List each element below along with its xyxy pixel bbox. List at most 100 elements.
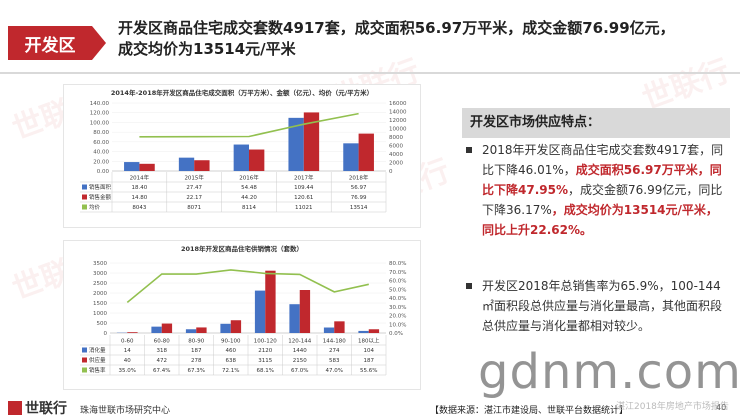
- data-label: 54.48: [241, 185, 257, 191]
- y-tick-label: 140.00: [90, 101, 110, 107]
- legend-swatch: [82, 205, 87, 210]
- data-label: 8114: [242, 205, 256, 211]
- y-tick-label: 80.00: [93, 130, 109, 136]
- y2-tick-label: 16000: [389, 101, 407, 107]
- site-watermark: gdnm.com: [478, 344, 740, 400]
- data-label: 76.99: [351, 195, 367, 201]
- chart-supply-svg: 2018年开发区商品住宅供销情况（套数）05001000150020002500…: [64, 241, 420, 389]
- y-tick-label: 40.00: [93, 150, 109, 156]
- bullet-square-icon: [466, 147, 472, 153]
- bar-消化量: [151, 327, 161, 333]
- data-label: 278: [191, 358, 202, 364]
- y2-tick-label: 2000: [389, 161, 403, 167]
- data-label: 56.97: [351, 185, 367, 191]
- bar-供应量: [300, 290, 310, 333]
- data-label: 2150: [293, 358, 307, 364]
- y-tick-label: 0.00: [97, 169, 110, 175]
- y-tick-label: 2500: [93, 281, 107, 287]
- y-tick-label: 1000: [93, 311, 107, 317]
- data-source: 【数据来源：湛江市建设局、世联平台数据统计】: [430, 403, 628, 416]
- x-tick-label: 100-120: [254, 339, 277, 345]
- data-label: 2120: [258, 348, 272, 354]
- x-tick-label: 2015年: [184, 174, 204, 182]
- bar-销售面积: [234, 145, 249, 171]
- data-label: 187: [191, 348, 202, 354]
- data-label: 472: [157, 358, 168, 364]
- brand-logo: 世联行: [8, 398, 67, 418]
- logo-mark-icon: [8, 401, 22, 415]
- page-title: 开发区商品住宅成交套数4917套，成交面积56.97万平米，成交金额76.99亿…: [118, 18, 718, 60]
- legend-label: 销售率: [89, 366, 106, 374]
- y2-tick-label: 10.0%: [389, 322, 406, 328]
- bar-供应量: [196, 327, 206, 333]
- data-label: 22.17: [186, 195, 202, 201]
- x-tick-label: 2017年: [294, 174, 314, 182]
- bar-销售面积: [124, 162, 139, 171]
- x-tick-label: 2014年: [130, 174, 150, 182]
- y-tick-label: 100.00: [90, 120, 110, 126]
- data-label: 55.6%: [360, 368, 377, 374]
- data-label: 120.61: [294, 195, 313, 201]
- y2-tick-label: 14000: [389, 110, 407, 116]
- legend-label: 均价: [89, 203, 101, 211]
- x-tick-label: 144-180: [323, 339, 346, 345]
- bar-供应量: [334, 321, 344, 333]
- x-tick-label: 90-100: [221, 339, 241, 345]
- bar-销售金额: [249, 150, 264, 171]
- bullet-2-text: 开发区2018年总销售率为65.9%，100-144㎡面积段总供应量与消化量最高…: [482, 276, 724, 336]
- bullet-2: 开发区2018年总销售率为65.9%，100-144㎡面积段总供应量与消化量最高…: [462, 276, 724, 336]
- data-label: 460: [226, 348, 237, 354]
- line-销售率: [127, 270, 368, 303]
- divider: [0, 72, 740, 74]
- data-label: 638: [226, 358, 237, 364]
- legend-swatch: [82, 368, 87, 373]
- legend-swatch: [82, 358, 87, 363]
- data-label: 583: [329, 358, 340, 364]
- y2-tick-label: 10000: [389, 127, 407, 133]
- chart-title: 2018年开发区商品住宅供销情况（套数）: [181, 244, 303, 253]
- title-line-2: 成交均价为13514元/平米: [118, 39, 718, 60]
- data-label: 67.3%: [188, 368, 205, 374]
- y2-tick-label: 50.0%: [389, 287, 406, 293]
- bullet-square-icon: [466, 283, 472, 289]
- y-tick-label: 500: [97, 321, 108, 327]
- bar-供应量: [231, 320, 241, 333]
- line-均价: [139, 114, 358, 137]
- data-label: 72.1%: [222, 368, 239, 374]
- x-tick-label: 0-60: [121, 339, 134, 345]
- y-tick-label: 1500: [93, 301, 107, 307]
- y2-tick-label: 0: [389, 169, 393, 175]
- data-label: 40: [124, 358, 131, 364]
- legend-swatch: [82, 185, 87, 190]
- legend-label: 消化量: [89, 346, 106, 354]
- page-number: 40: [716, 403, 726, 412]
- data-label: 27.47: [186, 185, 202, 191]
- data-label: 14: [124, 348, 131, 354]
- chart-annual-svg: 2014年-2018年开发区商品住宅成交面积（万平方米）、金额（亿元）、均价（元…: [64, 85, 420, 227]
- panel-title: 开发区市场供应特点：: [462, 108, 730, 138]
- legend-label: 销售金额: [89, 193, 112, 201]
- bar-消化量: [220, 324, 230, 333]
- data-label: 3115: [258, 358, 272, 364]
- y2-tick-label: 80.0%: [389, 261, 406, 267]
- bar-供应量: [162, 324, 172, 333]
- legend-swatch: [82, 348, 87, 353]
- data-label: 67.4%: [153, 368, 170, 374]
- chart-title: 2014年-2018年开发区商品住宅成交面积（万平方米）、金额（亿元）、均价（元…: [111, 88, 373, 97]
- bar-消化量: [324, 328, 334, 333]
- data-label: 11021: [295, 205, 313, 211]
- data-label: 104: [364, 348, 375, 354]
- data-label: 18.40: [132, 185, 148, 191]
- data-label: 274: [329, 348, 340, 354]
- data-label: 8071: [187, 205, 201, 211]
- y2-tick-label: 8000: [389, 135, 403, 141]
- chart-annual-transactions: 2014年-2018年开发区商品住宅成交面积（万平方米）、金额（亿元）、均价（元…: [63, 84, 421, 228]
- x-tick-label: 120-144: [288, 339, 311, 345]
- data-label: 68.1%: [257, 368, 274, 374]
- y-tick-label: 60.00: [93, 140, 109, 146]
- y2-tick-label: 40.0%: [389, 296, 406, 302]
- y2-tick-label: 12000: [389, 118, 407, 124]
- bar-销售金额: [139, 164, 154, 171]
